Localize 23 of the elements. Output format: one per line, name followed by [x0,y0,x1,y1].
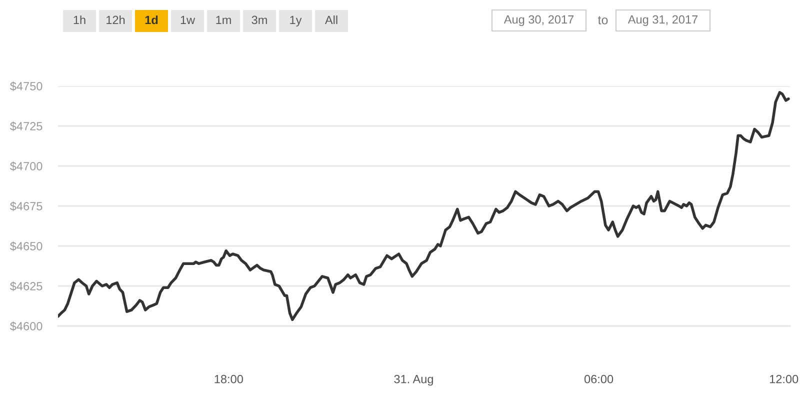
text: 3m [252,16,267,24]
x-tick-label: 06:00 [584,374,614,384]
text: 1d [145,16,158,24]
text: to [598,16,608,24]
text: 1y [290,16,302,26]
y-tick-label: $4675 [10,202,42,212]
text: Aug 31, 2017 [628,15,698,26]
text: 1m [216,16,231,24]
y-tick-label: $4700 [10,162,42,172]
y-tick-label: $4650 [10,242,42,252]
x-tick-label: 18:00 [214,374,243,384]
text: Aug 30, 2017 [504,15,574,26]
text: 1h [74,16,86,24]
x-tick-label: 12:00 [770,374,798,384]
y-tick-label: $4725 [10,122,42,132]
text: 12h [106,16,125,24]
text: All [324,16,338,24]
y-tick-label: $4600 [10,322,42,332]
y-tick-label: $4750 [10,82,42,92]
text: 1w [180,16,196,24]
line-series [58,91,790,321]
x-tick-label: 31. Aug [394,374,433,386]
y-tick-label: $4625 [10,282,42,292]
